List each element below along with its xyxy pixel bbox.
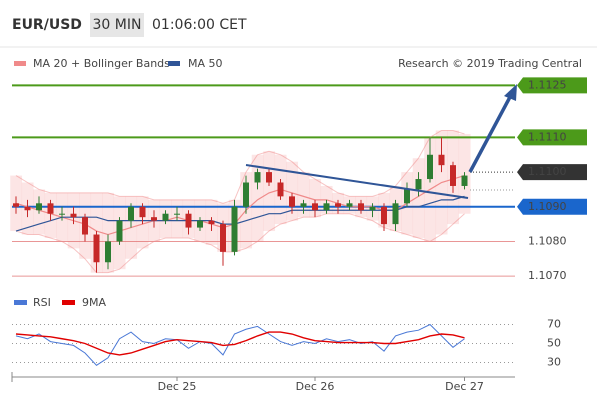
candle-body <box>208 220 215 225</box>
candle-body <box>197 220 203 228</box>
legend-swatch <box>14 61 26 66</box>
level-box <box>517 164 587 181</box>
candle-body <box>82 217 88 235</box>
candle-body <box>231 206 238 252</box>
level-label: 1.1110 <box>528 130 567 143</box>
line-series <box>15 331 465 356</box>
candle-body <box>335 203 341 207</box>
bollinger-band <box>286 161 299 221</box>
legend-swatch <box>168 61 180 66</box>
candle-body <box>116 220 123 242</box>
candle-body <box>277 182 284 197</box>
time: 01:06:00 CET <box>152 17 247 33</box>
candle-body <box>139 206 146 218</box>
candle-body <box>427 154 433 180</box>
interval-box <box>90 13 144 37</box>
symbol: EUR/USD <box>12 17 82 33</box>
x-tick-label: Dec 26 <box>296 380 335 393</box>
bollinger-band <box>297 172 310 218</box>
trend-line <box>245 164 469 199</box>
moving-average <box>15 195 465 232</box>
y-tick-label: 30 <box>547 356 561 369</box>
candle-body <box>174 213 180 215</box>
candle-body <box>36 203 42 211</box>
candle-body <box>312 203 318 211</box>
candle-body <box>300 203 307 207</box>
level-label: 1.1070 <box>528 269 567 282</box>
legend-label: MA 50 <box>188 57 223 70</box>
x-tick-label: Dec 25 <box>158 380 197 393</box>
level-label: 1.1090 <box>528 200 567 213</box>
source: Research © 2019 Trading Central <box>398 57 582 70</box>
candle-body <box>392 203 399 225</box>
candle-body <box>346 203 353 207</box>
candle-body <box>162 213 169 221</box>
candle-body <box>151 217 157 221</box>
x-tick-label: Dec 27 <box>445 380 484 393</box>
legend-label: MA 20 + Bollinger Bands <box>33 57 170 70</box>
legend-swatch <box>14 300 27 305</box>
level-label: 1.1125 <box>528 78 567 91</box>
level-box <box>517 129 587 146</box>
candle-body <box>70 213 77 218</box>
candle-body <box>59 213 65 215</box>
candle-body <box>13 203 19 207</box>
candle-body <box>438 154 445 166</box>
legend-label: 9MA <box>82 296 106 309</box>
bollinger-band <box>412 158 425 238</box>
candle-body <box>323 203 330 211</box>
level-box <box>517 77 587 94</box>
candle-body <box>185 213 192 228</box>
candle-body <box>47 203 54 214</box>
candle-body <box>220 224 226 252</box>
candle-body <box>128 206 134 221</box>
y-tick-label: 70 <box>547 318 561 331</box>
candle-body <box>415 179 422 190</box>
price-panel: 1.1125 1.1110 1.1100 1.1090 1.1080 1.1070 MA 2… <box>10 57 587 282</box>
bollinger-band <box>251 154 264 242</box>
bollinger-band <box>263 151 276 232</box>
candle-body <box>381 206 387 225</box>
candle-body <box>24 206 31 211</box>
candle-body <box>461 175 468 186</box>
candle-body <box>450 165 456 186</box>
level-box <box>517 198 587 215</box>
candle-body <box>369 206 376 211</box>
arrow-head <box>504 84 517 101</box>
candle-body <box>358 203 364 211</box>
bollinger-band <box>102 192 115 273</box>
level-label: 1.1080 <box>528 234 567 247</box>
candle-body <box>93 234 100 263</box>
candle-body <box>243 182 249 207</box>
interval: 30 MIN <box>93 17 142 33</box>
band-lower <box>15 213 465 274</box>
candle-body <box>404 189 410 204</box>
band-upper <box>15 129 465 204</box>
candle-body <box>266 172 272 183</box>
candle-body <box>254 172 261 183</box>
candle-body <box>289 196 295 207</box>
rsi-panel: 30 50 70 RSI 9MA Dec 25 Dec 26 Dec 27 <box>11 296 561 393</box>
legend-swatch <box>62 300 75 305</box>
projection-arrow <box>468 96 512 173</box>
legend-label: RSI <box>33 296 51 309</box>
bollinger-band <box>309 179 322 218</box>
level-label: 1.1100 <box>528 165 567 178</box>
y-tick-label: 50 <box>547 337 561 350</box>
candle-body <box>105 241 111 263</box>
